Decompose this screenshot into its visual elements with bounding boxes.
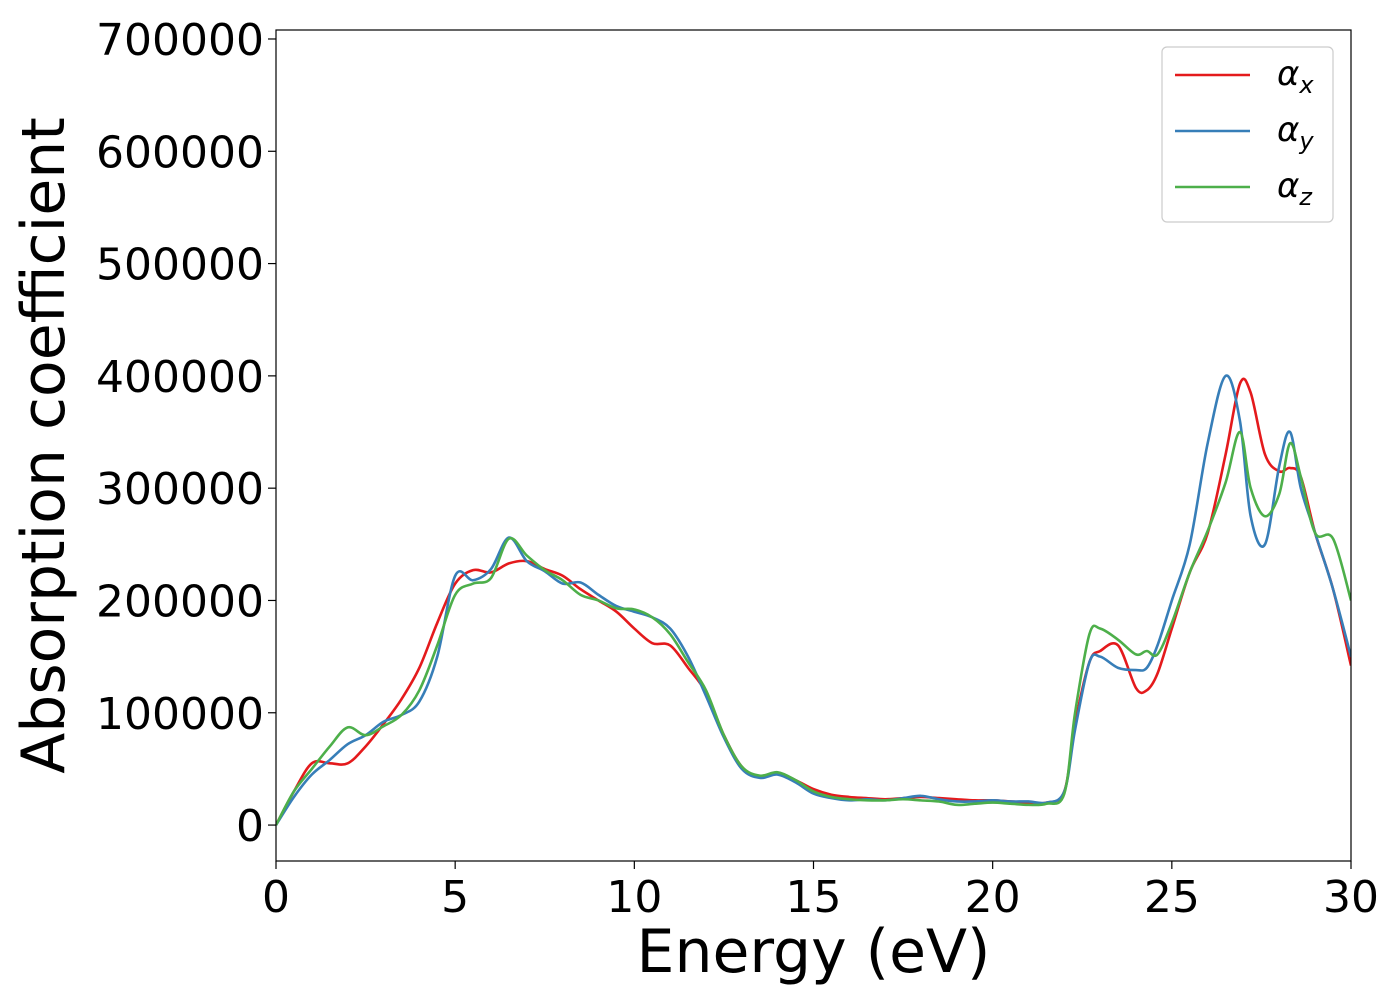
x-tick-label: 0 [262, 872, 290, 923]
x-tick-label: 25 [1144, 872, 1200, 923]
legend-label-y: αy [1277, 110, 1314, 155]
series-line-z [276, 430, 1351, 826]
x-axis-label: Energy (eV) [637, 917, 991, 987]
y-tick-label: 600000 [96, 127, 264, 178]
y-axis-ticks: 0 100000 200000 300000 400000 500000 600000 700… [96, 15, 276, 852]
legend-label-z: αz [1277, 166, 1313, 211]
series-layer [276, 374, 1351, 826]
y-tick-label: 700000 [96, 15, 264, 66]
legend-label-x: αx [1277, 54, 1314, 99]
y-tick-label: 100000 [96, 689, 264, 740]
legend: αx αy αz [1161, 46, 1334, 223]
series-line-x [276, 377, 1351, 826]
y-tick-label: 0 [236, 801, 264, 852]
x-tick-label: 10 [606, 872, 662, 923]
y-axis-label: Absorption coefficient [9, 117, 79, 774]
legend-box [1161, 46, 1334, 223]
x-tick-label: 30 [1323, 872, 1379, 923]
x-tick-label: 5 [441, 872, 469, 923]
y-tick-label: 300000 [96, 464, 264, 515]
y-tick-label: 400000 [96, 352, 264, 403]
x-tick-label: 15 [786, 872, 842, 923]
y-tick-label: 200000 [96, 576, 264, 627]
x-axis-ticks: 0 5 10 15 20 25 30 [262, 861, 1379, 923]
y-tick-label: 500000 [96, 240, 264, 291]
x-tick-label: 20 [965, 872, 1021, 923]
